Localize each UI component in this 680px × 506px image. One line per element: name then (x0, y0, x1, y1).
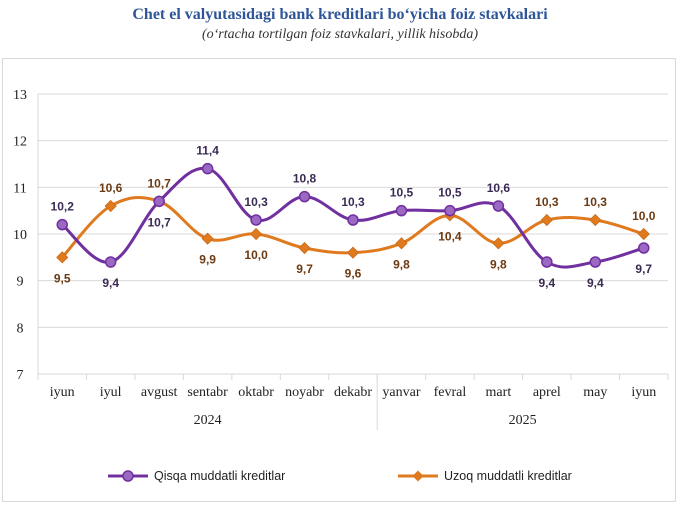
x-tick-label-sentabr: sentabr (187, 385, 228, 400)
x-tick-label-dekabr: dekabr (334, 385, 372, 400)
data-label-long-4: 10,0 (244, 248, 268, 262)
data-label-long-9: 9,8 (490, 257, 507, 271)
data-label-short-11: 9,4 (587, 276, 604, 290)
data-label-short-8: 10,5 (438, 186, 462, 200)
data-label-short-4: 10,3 (244, 195, 268, 209)
data-label-short-10: 9,4 (539, 276, 556, 290)
marker-short-3 (201, 162, 214, 175)
data-label-long-7: 9,8 (393, 257, 410, 271)
marker-short-10 (541, 256, 553, 268)
marker-long-7 (395, 237, 408, 250)
marker-short-12 (638, 242, 650, 254)
marker-long-9 (492, 237, 505, 250)
marker-short-7 (395, 204, 408, 217)
marker-long-6 (346, 246, 360, 259)
marker-long-4 (250, 227, 263, 241)
data-label-long-5: 9,7 (296, 262, 313, 276)
marker-long-12 (637, 227, 650, 241)
marker-long-0 (56, 251, 69, 264)
x-tick-label-iyul: iyul (100, 385, 122, 400)
x-tick-label-mart: mart (486, 385, 512, 400)
marker-short-6 (347, 214, 359, 226)
marker-short-8 (444, 204, 456, 217)
marker-short-9 (492, 200, 505, 212)
chart-frame (2, 58, 676, 502)
x-tick-label-aprel: aprel (533, 385, 561, 400)
marker-short-1 (104, 256, 117, 268)
x-tick-label-oktabr: oktabr (238, 385, 274, 400)
y-tick-label-13: 13 (13, 88, 27, 103)
data-label-long-10: 10,3 (535, 195, 559, 209)
data-label-long-1: 10,6 (99, 181, 123, 195)
data-label-long-6: 9,6 (345, 267, 362, 281)
marker-long-3 (201, 232, 214, 245)
marker-short-2 (153, 195, 165, 208)
marker-short-0 (56, 218, 68, 231)
data-label-short-6: 10,3 (341, 195, 365, 209)
x-tick-label-iyun: iyun (631, 385, 656, 400)
data-label-short-9: 10,6 (487, 181, 511, 195)
legend-label-short: Qisqa muddatli kreditlar (154, 469, 285, 483)
marker-long-11 (589, 213, 602, 227)
marker-short-11 (589, 256, 602, 268)
data-label-short-12: 9,7 (635, 262, 652, 276)
data-label-long-12: 10,0 (632, 209, 656, 223)
data-label-short-7: 10,5 (390, 186, 414, 200)
marker-long-5 (298, 241, 311, 255)
marker-long-1 (104, 199, 117, 213)
y-tick-label-11: 11 (13, 181, 26, 196)
y-tick-label-10: 10 (13, 228, 27, 243)
legend-marker-short (122, 470, 134, 482)
year-label-2024: 2024 (194, 413, 222, 428)
year-label-2025: 2025 (509, 413, 537, 428)
data-label-short-3: 11,4 (196, 144, 219, 158)
data-label-short-2: 10,7 (147, 215, 171, 229)
legend-marker-long (412, 470, 424, 482)
marker-short-4 (250, 214, 262, 226)
y-tick-label-9: 9 (17, 275, 24, 290)
chart-subtitle: (o‘rtacha tortilgan foiz stavkalari, yil… (201, 27, 479, 42)
x-tick-label-may: may (583, 385, 607, 400)
chart-title: Chet el valyutasidagi bank kreditlari bo… (132, 6, 548, 23)
x-tick-label-iyun: iyun (50, 385, 75, 400)
legend-label-long: Uzoq muddatli kreditlar (444, 469, 572, 483)
marker-short-5 (298, 190, 311, 203)
data-label-long-11: 10,3 (584, 195, 608, 209)
data-label-short-5: 10,8 (293, 172, 317, 186)
data-label-long-0: 9,5 (54, 271, 71, 285)
x-tick-label-fevral: fevral (434, 385, 467, 400)
data-label-short-1: 9,4 (102, 276, 119, 290)
x-tick-label-yanvar: yanvar (382, 385, 420, 400)
data-label-long-3: 9,9 (199, 253, 216, 267)
y-tick-label-8: 8 (17, 321, 24, 336)
data-label-long-8: 10,4 (438, 229, 462, 243)
y-tick-label-12: 12 (13, 135, 27, 150)
marker-long-10 (540, 213, 553, 227)
x-tick-label-noyabr: noyabr (285, 385, 324, 400)
data-label-long-2: 10,7 (147, 176, 171, 190)
data-label-short-0: 10,2 (51, 200, 75, 214)
x-tick-label-avgust: avgust (141, 385, 178, 400)
y-tick-label-7: 7 (17, 368, 24, 383)
